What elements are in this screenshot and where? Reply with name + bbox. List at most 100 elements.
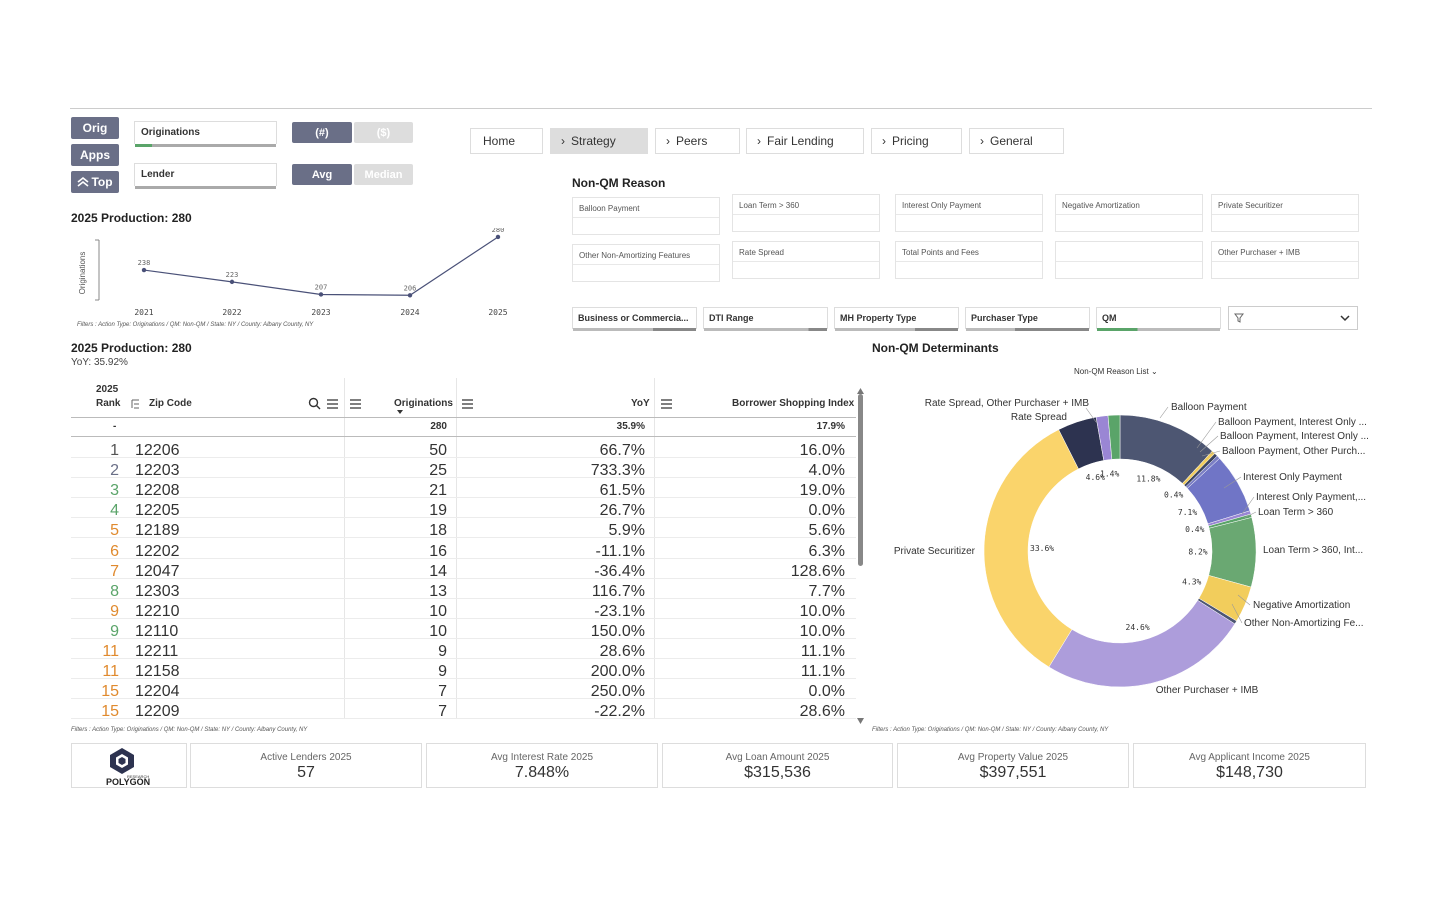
table-row[interactable]: 6 12202 16 -11.1% 6.3% bbox=[71, 538, 856, 560]
nonqm-reason-item[interactable] bbox=[1055, 241, 1203, 279]
slice-legend-label: Private Securitizer bbox=[894, 546, 976, 557]
slice-value-label: 8.2% bbox=[1188, 548, 1207, 557]
nonqm-reason-item[interactable]: Negative Amortization bbox=[1055, 194, 1203, 232]
table-row[interactable]: 11 12158 9 200.0% 11.1% bbox=[71, 658, 856, 680]
nonqm-reason-item[interactable]: Rate Spread bbox=[732, 241, 880, 279]
menu-icon[interactable] bbox=[350, 399, 361, 409]
filter-dropdown[interactable] bbox=[1228, 306, 1358, 330]
apps-button[interactable]: Apps bbox=[71, 144, 119, 166]
nav-strategy[interactable]: › Strategy bbox=[550, 128, 648, 154]
dollar-toggle[interactable]: ($) bbox=[354, 122, 413, 143]
avg-toggle[interactable]: Avg bbox=[292, 164, 352, 185]
donut-slice[interactable] bbox=[983, 429, 1079, 668]
slice-value-label: 0.4% bbox=[1185, 525, 1204, 534]
dimension-mh-property[interactable]: MH Property Type bbox=[834, 307, 959, 331]
orig-header[interactable]: Originations bbox=[394, 398, 453, 409]
bsi-header[interactable]: Borrower Shopping Index bbox=[732, 398, 855, 409]
line-point[interactable] bbox=[229, 279, 235, 285]
table-header: 2025 Rank Zip Code Originations YoY Borr… bbox=[71, 380, 856, 418]
dimension-qm[interactable]: QM bbox=[1096, 307, 1221, 331]
dimension-business[interactable]: Business or Commercia... bbox=[572, 307, 697, 331]
table-row[interactable]: 8 12303 13 116.7% 7.7% bbox=[71, 578, 856, 600]
zip-header[interactable]: Zip Code bbox=[149, 398, 192, 409]
nonqm-reason-item[interactable]: Loan Term > 360 bbox=[732, 194, 880, 232]
slice-value-label: 4.6% bbox=[1086, 473, 1105, 482]
dimension-purchaser[interactable]: Purchaser Type bbox=[965, 307, 1090, 331]
line-point[interactable] bbox=[407, 293, 413, 298]
donut-slice[interactable] bbox=[1107, 414, 1121, 460]
line-point[interactable] bbox=[495, 234, 501, 240]
table-row[interactable]: 15 12204 7 250.0% 0.0% bbox=[71, 678, 856, 701]
table-row[interactable]: 11 12211 9 28.6% 11.1% bbox=[71, 638, 856, 660]
table-row[interactable]: 2 12203 25 733.3% 4.0% bbox=[71, 457, 856, 479]
reason-label: Interest Only Payment bbox=[902, 201, 982, 210]
table-row[interactable]: 4 12205 19 26.7% 0.0% bbox=[71, 497, 856, 520]
yoy-header[interactable]: YoY bbox=[631, 398, 650, 409]
table-row[interactable]: 9 12210 10 -23.1% 10.0% bbox=[71, 598, 856, 620]
totals-row: - 280 35.9% 17.9% bbox=[71, 417, 856, 437]
donut-title: Non-QM Determinants bbox=[872, 341, 999, 355]
orig-button[interactable]: Orig bbox=[71, 117, 119, 139]
tree-list-icon bbox=[131, 399, 139, 409]
cell-bsi: 5.6% bbox=[808, 522, 845, 540]
donut-slice[interactable] bbox=[1048, 599, 1236, 688]
slice-value-label: 11.8% bbox=[1136, 474, 1160, 483]
leader-line bbox=[1223, 476, 1242, 489]
cell-rank: 1 bbox=[110, 442, 119, 459]
nav-label: Strategy bbox=[571, 134, 616, 148]
kpi-loan-amount: Avg Loan Amount 2025 $315,536 bbox=[662, 743, 893, 788]
col-divider bbox=[654, 378, 655, 718]
table-row[interactable]: 5 12189 18 5.9% 5.6% bbox=[71, 517, 856, 540]
donut-slice[interactable] bbox=[1208, 517, 1257, 588]
reason-label: Private Securitizer bbox=[1218, 201, 1283, 210]
scroll-up-arrow[interactable] bbox=[857, 381, 864, 394]
cell-bsi: 10.0% bbox=[799, 602, 845, 620]
nonqm-reason-item[interactable]: Other Purchaser + IMB bbox=[1211, 241, 1359, 279]
cell-orig: 10 bbox=[429, 602, 447, 620]
dropdown-label: Non-QM Reason List bbox=[1074, 367, 1149, 376]
nonqm-reason-item[interactable]: Private Securitizer bbox=[1211, 194, 1359, 232]
slice-legend-label: Rate Spread, Other Purchaser + IMB bbox=[925, 398, 1090, 409]
reason-label: Balloon Payment bbox=[579, 204, 640, 213]
cell-yoy: 250.0% bbox=[590, 683, 645, 701]
scroll-down-arrow[interactable] bbox=[857, 711, 864, 724]
nav-label: Peers bbox=[676, 134, 708, 148]
top-button[interactable]: Top bbox=[71, 171, 119, 193]
menu-icon[interactable] bbox=[327, 399, 338, 409]
line-point[interactable] bbox=[318, 292, 324, 297]
nonqm-reason-item[interactable]: Balloon Payment bbox=[572, 197, 720, 235]
table-row[interactable]: 3 12208 21 61.5% 19.0% bbox=[71, 477, 856, 499]
reason-list-dropdown[interactable]: Non-QM Reason List ⌄ bbox=[1074, 367, 1158, 376]
nav-general[interactable]: › General bbox=[969, 128, 1064, 154]
table-row[interactable]: 1 12206 50 66.7% 16.0% bbox=[71, 437, 856, 459]
cell-orig: 10 bbox=[429, 622, 447, 640]
menu-icon[interactable] bbox=[661, 399, 672, 409]
cell-yoy: -22.2% bbox=[594, 703, 645, 721]
measure-select[interactable]: Originations bbox=[134, 121, 277, 147]
dimension-dti[interactable]: DTI Range bbox=[703, 307, 828, 331]
nav-fair-lending[interactable]: › Fair Lending bbox=[746, 128, 864, 154]
dimension-select[interactable]: Lender bbox=[134, 163, 277, 189]
search-icon[interactable] bbox=[308, 397, 321, 410]
cell-zip: 12210 bbox=[135, 602, 180, 620]
nav-pricing[interactable]: › Pricing bbox=[871, 128, 962, 154]
data-label: 207 bbox=[315, 283, 328, 291]
menu-icon[interactable] bbox=[462, 399, 473, 409]
table-row[interactable]: 15 12209 7 -22.2% 28.6% bbox=[71, 698, 856, 721]
nav-peers[interactable]: › Peers bbox=[655, 128, 740, 154]
nonqm-reason-item[interactable]: Total Points and Fees bbox=[895, 241, 1043, 279]
median-toggle[interactable]: Median bbox=[354, 164, 413, 185]
table-row[interactable]: 9 12110 10 150.0% 10.0% bbox=[71, 618, 856, 640]
count-toggle[interactable]: (#) bbox=[292, 122, 352, 143]
scrollbar-thumb[interactable] bbox=[858, 394, 863, 566]
data-label: 223 bbox=[226, 271, 239, 279]
table-row[interactable]: 7 12047 14 -36.4% 128.6% bbox=[71, 558, 856, 580]
nav-home[interactable]: Home bbox=[470, 128, 543, 154]
nonqm-reason-item[interactable]: Other Non-Amortizing Features bbox=[572, 244, 720, 282]
x-tick-label: 2024 bbox=[400, 308, 419, 317]
line-point[interactable] bbox=[141, 267, 147, 273]
cell-yoy: 26.7% bbox=[599, 502, 645, 520]
data-label: 238 bbox=[138, 259, 151, 267]
slice-value-label: 0.4% bbox=[1164, 490, 1183, 499]
nonqm-reason-item[interactable]: Interest Only Payment bbox=[895, 194, 1043, 232]
